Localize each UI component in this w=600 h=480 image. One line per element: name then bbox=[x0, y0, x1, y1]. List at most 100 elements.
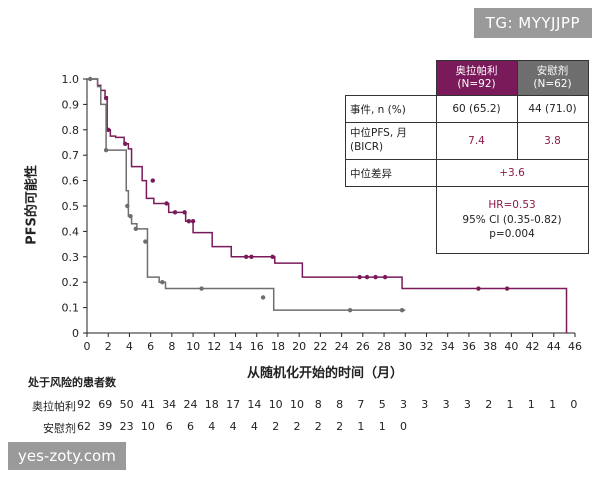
censor-mark bbox=[476, 286, 481, 291]
x-tick-label: 26 bbox=[356, 340, 370, 353]
risk-cell: 7 bbox=[357, 398, 365, 411]
censor-mark bbox=[133, 226, 138, 232]
risk-cell: 18 bbox=[204, 398, 219, 411]
y-tick-label: 0.3 bbox=[62, 251, 80, 264]
x-tick-label: 38 bbox=[483, 340, 497, 353]
risk-cell: 69 bbox=[98, 398, 113, 411]
risk-row-label-a: 奥拉帕利 bbox=[32, 400, 76, 413]
watermark-top: TG: MYYJJPP bbox=[473, 8, 592, 38]
censor-mark bbox=[357, 274, 362, 280]
censor-mark bbox=[87, 76, 93, 82]
y-tick-label: 0.1 bbox=[62, 302, 80, 315]
risk-cell: 2 bbox=[272, 420, 280, 433]
y-tick-label: 0.6 bbox=[62, 175, 80, 188]
risk-cell: 3 bbox=[442, 398, 450, 411]
median-b: 3.8 bbox=[516, 122, 589, 160]
p-value: p=0.004 bbox=[489, 228, 535, 241]
risk-cell: 1 bbox=[527, 398, 535, 411]
y-axis-label: PFS的可能性 bbox=[24, 165, 40, 245]
arm-b-header: 安慰剂 (N=62) bbox=[516, 60, 589, 96]
stats-blank bbox=[346, 61, 437, 96]
censor-mark bbox=[199, 286, 204, 291]
risk-cell: 3 bbox=[463, 398, 471, 411]
risk-cell: 50 bbox=[119, 398, 134, 411]
censor-mark bbox=[143, 239, 148, 244]
hr-value: HR=0.53 bbox=[488, 198, 536, 211]
risk-cell: 2 bbox=[314, 420, 322, 433]
censor-mark bbox=[182, 210, 187, 215]
x-tick-label: 4 bbox=[126, 340, 133, 353]
median-label: 中位PFS, 月 (BICR) bbox=[345, 122, 437, 160]
risk-cell: 62 bbox=[77, 420, 91, 433]
watermark-bottom: yes-zoty.com bbox=[8, 442, 126, 470]
risk-cell: 4 bbox=[229, 420, 237, 433]
risk-cell: 3 bbox=[421, 398, 429, 411]
censor-mark bbox=[106, 127, 111, 132]
risk-cell: 8 bbox=[336, 398, 344, 411]
stats-table: 奥拉帕利 (N=92) 安慰剂 (N=62) 事件, n (%) 60 (65.2)… bbox=[345, 60, 589, 254]
y-tick-label: 1.0 bbox=[62, 73, 80, 86]
risk-cell: 4 bbox=[208, 420, 216, 433]
y-tick-label: 0.7 bbox=[62, 149, 80, 162]
censor-mark bbox=[504, 286, 510, 291]
risk-cell: 2 bbox=[293, 420, 301, 433]
hr-cell: HR=0.53 95% CI (0.35-0.82) p=0.004 bbox=[435, 186, 589, 254]
y-tick-label: 0 bbox=[72, 327, 79, 340]
censor-mark bbox=[103, 95, 109, 101]
x-tick-label: 14 bbox=[229, 340, 243, 353]
censor-mark bbox=[373, 274, 378, 280]
risk-row-label-b: 安慰剂 bbox=[43, 422, 76, 435]
risk-cell: 6 bbox=[165, 420, 173, 433]
risk-table-title: 处于风险的患者数 bbox=[28, 376, 116, 389]
risk-cell: 10 bbox=[268, 398, 283, 411]
events-a: 60 (65.2) bbox=[435, 95, 518, 123]
arm-a-header: 奥拉帕利 (N=92) bbox=[435, 60, 518, 96]
risk-cell: 1 bbox=[357, 420, 365, 433]
censor-mark bbox=[347, 307, 353, 313]
y-tick-label: 0.5 bbox=[62, 200, 80, 213]
x-tick-label: 6 bbox=[147, 340, 154, 353]
risk-cell: 0 bbox=[400, 420, 407, 433]
censor-mark bbox=[364, 274, 370, 280]
risk-cell: 24 bbox=[183, 398, 198, 411]
censor-mark bbox=[150, 178, 155, 183]
risk-cell: 1 bbox=[378, 420, 386, 433]
censor-mark bbox=[249, 254, 254, 259]
risk-cell: 34 bbox=[162, 398, 177, 411]
events-b: 44 (71.0) bbox=[516, 95, 589, 123]
risk-cell: 8 bbox=[314, 398, 322, 411]
x-tick-label: 34 bbox=[441, 340, 455, 353]
x-tick-label: 16 bbox=[250, 340, 264, 353]
risk-cell: 0 bbox=[570, 398, 578, 411]
x-tick-label: 36 bbox=[462, 340, 476, 353]
risk-cell: 1 bbox=[549, 398, 557, 411]
risk-cell: 14 bbox=[247, 398, 262, 411]
ci-value: 95% CI (0.35-0.82) bbox=[462, 213, 562, 226]
censor-mark bbox=[382, 274, 388, 280]
x-tick-label: 8 bbox=[168, 340, 175, 353]
x-tick-label: 0 bbox=[84, 340, 91, 353]
x-tick-label: 2 bbox=[105, 340, 112, 353]
risk-cell: 4 bbox=[250, 420, 258, 433]
median-a: 7.4 bbox=[435, 122, 518, 160]
risk-cell: 6 bbox=[187, 420, 194, 433]
censor-mark bbox=[399, 307, 405, 313]
x-tick-label: 30 bbox=[398, 340, 412, 353]
y-tick-label: 0.4 bbox=[62, 225, 80, 238]
censor-mark bbox=[164, 201, 169, 206]
diff-value: +3.6 bbox=[435, 159, 589, 187]
x-tick-label: 12 bbox=[207, 340, 221, 353]
censor-mark bbox=[128, 213, 133, 219]
risk-cell: 2 bbox=[336, 420, 344, 433]
risk-cell: 1 bbox=[506, 398, 514, 411]
x-tick-label: 42 bbox=[526, 340, 540, 353]
x-axis-label: 从随机化开始的时间（月） bbox=[246, 366, 404, 381]
censor-mark bbox=[270, 254, 275, 259]
x-tick-label: 46 bbox=[568, 340, 582, 353]
y-tick-label: 0.8 bbox=[62, 124, 80, 137]
censor-mark bbox=[186, 219, 192, 224]
x-tick-label: 44 bbox=[547, 340, 561, 353]
events-label: 事件, n (%) bbox=[345, 95, 437, 123]
censor-mark bbox=[160, 280, 165, 285]
